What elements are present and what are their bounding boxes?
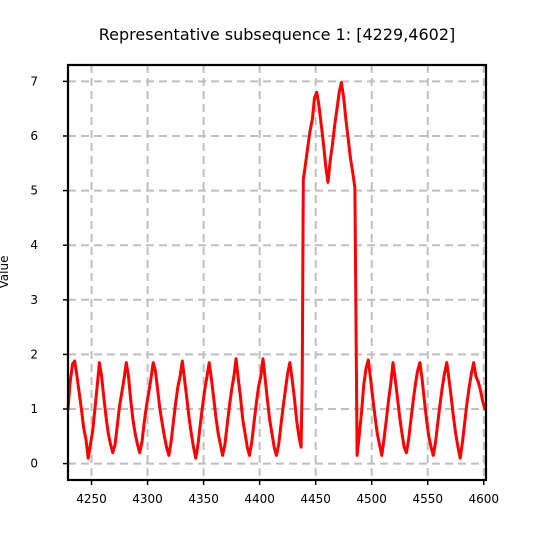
ticks: 4250 4300 4350 4400 4450 4500 4550 4600 0 1 2 3 4 5 6 7 [30, 74, 499, 506]
grid [68, 65, 486, 480]
x-tick-label: 4500 [356, 492, 387, 506]
y-axis-label: Value [0, 256, 11, 289]
x-tick-label: 4300 [132, 492, 163, 506]
y-tick-label: 4 [30, 238, 38, 252]
x-tick-label: 4550 [412, 492, 443, 506]
x-tick-label: 4600 [468, 492, 499, 506]
plot-frame [66, 63, 488, 482]
x-tick-label: 4400 [244, 492, 275, 506]
y-tick-label: 6 [30, 129, 38, 143]
x-tick-label: 4450 [300, 492, 331, 506]
y-tick-label: 5 [30, 184, 38, 198]
x-tick-label: 4250 [76, 492, 107, 506]
y-tick-label: 1 [30, 402, 38, 416]
y-tick-label: 3 [30, 293, 38, 307]
y-tick-label: 2 [30, 347, 38, 361]
chart-title: Representative subsequence 1: [4229,4602… [99, 25, 455, 44]
series-line [66, 81, 487, 460]
x-tick-label: 4350 [188, 492, 219, 506]
y-tick-label: 0 [30, 457, 38, 471]
y-tick-label: 7 [30, 74, 38, 88]
series-layer [66, 81, 487, 460]
